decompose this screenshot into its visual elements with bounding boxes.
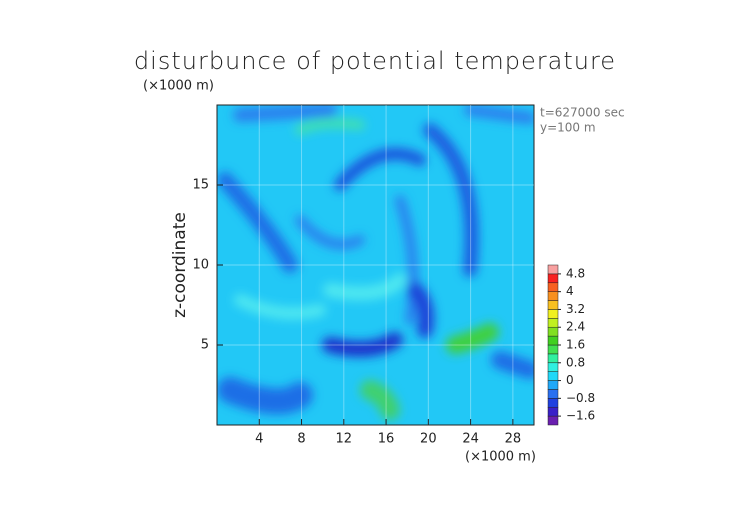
colorbar-label: 4.8 (566, 266, 585, 280)
colorbar-box (547, 300, 559, 310)
colorbar-box (547, 282, 559, 292)
colorbar-box (547, 309, 559, 319)
colorbar-box (547, 326, 559, 337)
colorbar-box (547, 264, 559, 275)
colorbar-label: 1.6 (566, 338, 585, 352)
y-tick-label: 15 (192, 178, 209, 193)
annotation: t=627000 sec (540, 106, 625, 120)
x-tick-label: 20 (420, 432, 437, 447)
colorbar-box (547, 353, 559, 364)
chart-title: disturbunce of potential temperature (134, 47, 616, 75)
x-tick-label: 8 (297, 432, 305, 447)
colorbar-box (547, 344, 559, 355)
colorbar-box (547, 415, 559, 426)
colorbar-box (547, 406, 559, 417)
colorbar-label: −0.8 (566, 391, 595, 405)
colorbar-box (547, 335, 559, 346)
colorbar-label: 0 (566, 373, 574, 387)
x-tick-label: 4 (255, 432, 263, 447)
y-tick-label: 5 (201, 338, 209, 353)
colorbar-box (547, 380, 559, 390)
x-tick-label: 12 (336, 432, 353, 447)
colorbar-box (547, 371, 559, 381)
contour-field (217, 105, 534, 425)
colorbar-label: −1.6 (566, 409, 595, 423)
y-unit-label: (×1000 m) (143, 79, 214, 94)
colorbar-label: 2.4 (566, 320, 585, 334)
x-axis-label: (×1000 m) (465, 450, 536, 465)
x-tick-label: 28 (505, 432, 522, 447)
colorbar-box (547, 318, 559, 328)
colorbar-box (547, 273, 559, 284)
colorbar-label: 0.8 (566, 355, 585, 369)
colorbar-label: 3.2 (566, 302, 585, 316)
x-tick-label: 24 (462, 432, 479, 447)
annotation: y=100 m (540, 121, 596, 135)
colorbar-box (547, 291, 559, 301)
y-tick-label: 10 (192, 258, 209, 273)
colorbar-label: 4 (566, 284, 574, 298)
colorbar-box (547, 389, 559, 399)
x-tick-label: 16 (378, 432, 395, 447)
colorbar-box (547, 398, 559, 408)
y-axis-label: z-coordinate (170, 212, 190, 318)
colorbar-box (547, 362, 559, 372)
